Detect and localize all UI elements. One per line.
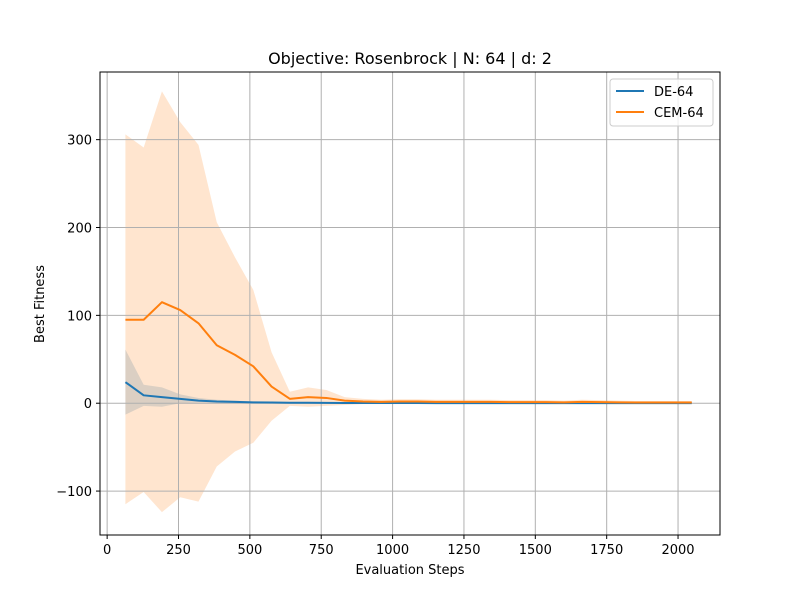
series-line-de-64	[124, 381, 692, 405]
y-axis-label: Best Fitness	[33, 265, 48, 343]
x-tick-label: 1500	[519, 543, 552, 558]
y-tick-label: −100	[56, 485, 92, 500]
x-tick-label: 250	[166, 543, 191, 558]
legend: DE-64 CEM-64	[609, 78, 714, 127]
legend-label-cem-64: CEM-64	[654, 106, 704, 121]
x-tick-label: 0	[103, 543, 111, 558]
confidence-bands	[125, 91, 692, 513]
x-axis-label: Evaluation Steps	[355, 563, 464, 578]
y-tick-label: 300	[67, 134, 92, 149]
x-tick-label: 1750	[590, 543, 623, 558]
y-tick-label: 200	[67, 222, 92, 237]
plot-frame	[99, 71, 721, 536]
x-tick-label: 1250	[447, 543, 480, 558]
series-line-cem-64	[125, 301, 692, 404]
y-axis-ticks: −100 0 100 200 300	[56, 134, 100, 500]
band-cem-64	[125, 91, 692, 513]
series-lines	[124, 301, 692, 405]
y-tick-label: 100	[67, 309, 92, 324]
y-tick-label: 0	[84, 397, 92, 412]
x-tick-label: 750	[309, 543, 334, 558]
x-tick-label: 1000	[376, 543, 409, 558]
x-tick-label: 2000	[661, 543, 694, 558]
chart-title: Objective: Rosenbrock | N: 64 | d: 2	[268, 49, 552, 68]
x-tick-label: 500	[237, 543, 262, 558]
x-axis-ticks: 0 250 500 750 1000 1250 1500 1750 2000	[103, 535, 695, 558]
legend-label-de-64: DE-64	[654, 85, 693, 100]
